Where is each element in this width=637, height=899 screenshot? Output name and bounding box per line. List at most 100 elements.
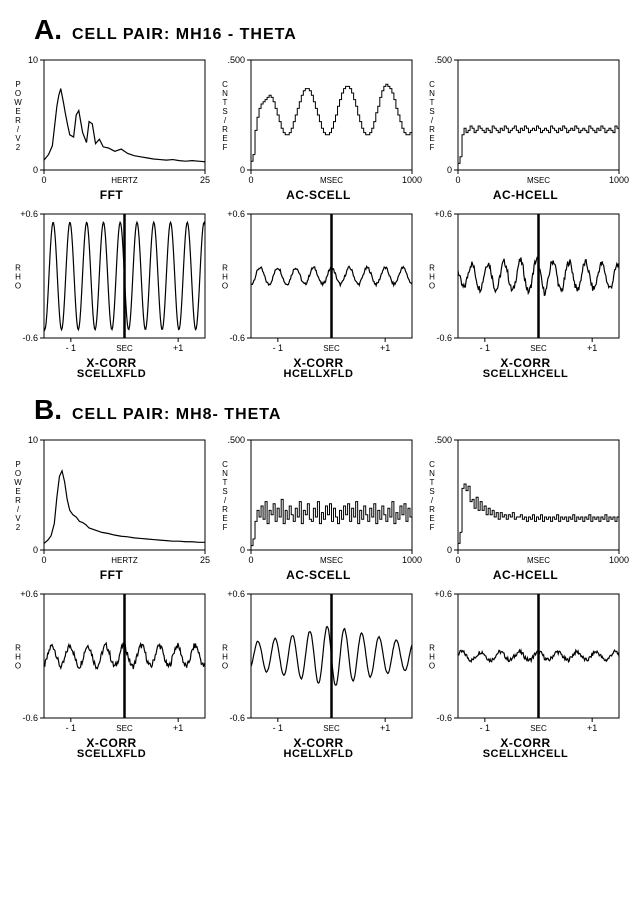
plot-label-line2: SCELLXHCELL <box>426 748 625 760</box>
svg-text:H: H <box>15 653 21 662</box>
svg-text:0: 0 <box>248 175 253 185</box>
svg-text:/: / <box>224 116 227 125</box>
svg-text:.500: .500 <box>434 435 452 445</box>
svg-text:F: F <box>223 523 228 532</box>
svg-text:1000: 1000 <box>609 175 629 185</box>
svg-text:SEC: SEC <box>530 344 547 353</box>
svg-text:+1: +1 <box>587 343 597 353</box>
svg-text:C: C <box>429 80 435 89</box>
svg-text:0: 0 <box>41 555 46 565</box>
svg-text:N: N <box>222 89 228 98</box>
svg-text:R: R <box>429 644 435 653</box>
svg-text:S: S <box>222 107 227 116</box>
svg-text:O: O <box>429 282 435 291</box>
svg-text:- 1: - 1 <box>480 723 491 733</box>
svg-text:25: 25 <box>200 555 210 565</box>
panel-a-title-text: CELL PAIR: MH16 - THETA <box>72 26 297 44</box>
svg-text:N: N <box>429 469 435 478</box>
svg-text:-0.6: -0.6 <box>22 333 38 343</box>
svg-text:R: R <box>222 264 228 273</box>
plot-label-line2: SCELLXFLD <box>12 368 211 380</box>
svg-text:-0.6: -0.6 <box>229 333 245 343</box>
plot-a-ac-scell: 0.50001000MSECCNTS/REFAC-SCELL <box>219 54 418 204</box>
plot-a-xcorr-hcellxfld: -0.6+0.6- 1+1SECRHOX-CORRHCELLXFLD <box>219 208 418 386</box>
plot-a-xcorr-scellxhcell: -0.6+0.6- 1+1SECRHOX-CORRSCELLXHCELL <box>426 208 625 386</box>
svg-text:-0.6: -0.6 <box>22 713 38 723</box>
svg-text:- 1: - 1 <box>273 723 284 733</box>
svg-text:O: O <box>429 662 435 671</box>
svg-text:/: / <box>17 505 20 514</box>
svg-text:1000: 1000 <box>402 555 422 565</box>
svg-text:2: 2 <box>16 523 21 532</box>
svg-text:H: H <box>15 273 21 282</box>
svg-text:R: R <box>222 505 228 514</box>
svg-text:SEC: SEC <box>530 724 547 733</box>
svg-text:- 1: - 1 <box>66 723 77 733</box>
svg-text:.500: .500 <box>227 435 245 445</box>
plot-b-xcorr-hcellxfld: -0.6+0.6- 1+1SECRHOX-CORRHCELLXFLD <box>219 588 418 766</box>
svg-text:SEC: SEC <box>116 344 133 353</box>
svg-text:/: / <box>17 125 20 134</box>
svg-text:0: 0 <box>41 175 46 185</box>
plot-label-line2: SCELLXHCELL <box>426 368 625 380</box>
svg-text:E: E <box>15 487 20 496</box>
plot-b-xcorr-scellxhcell: -0.6+0.6- 1+1SECRHOX-CORRSCELLXHCELL <box>426 588 625 766</box>
svg-text:2: 2 <box>16 143 21 152</box>
svg-text:.500: .500 <box>434 55 452 65</box>
plot-b-ac-hcell: 0.50001000MSECCNTS/REFAC-HCELL <box>426 434 625 584</box>
svg-text:.500: .500 <box>227 55 245 65</box>
plot-b-fft: 010025HERTZPOWER/V2FFT <box>12 434 211 584</box>
svg-text:F: F <box>430 523 435 532</box>
plot-label-line2: HCELLXFLD <box>219 748 418 760</box>
svg-text:0: 0 <box>447 165 452 175</box>
svg-text:P: P <box>15 460 20 469</box>
svg-text:V: V <box>15 514 21 523</box>
figure-root: A. CELL PAIR: MH16 - THETA 0 10 0 25 HERTZ P O… <box>0 0 637 899</box>
svg-text:MSEC: MSEC <box>320 176 343 185</box>
svg-text:S: S <box>429 487 434 496</box>
svg-text:N: N <box>429 89 435 98</box>
svg-text:R: R <box>429 505 435 514</box>
svg-text:10: 10 <box>28 435 38 445</box>
svg-text:MSEC: MSEC <box>320 556 343 565</box>
svg-text:/: / <box>431 496 434 505</box>
svg-text:-0.6: -0.6 <box>229 713 245 723</box>
svg-text:MSEC: MSEC <box>527 176 550 185</box>
svg-text:T: T <box>430 98 435 107</box>
svg-text:0: 0 <box>248 555 253 565</box>
plot-a-fft: 010025HERTZPOWER/V2FFT <box>12 54 211 204</box>
svg-text:F: F <box>223 143 228 152</box>
svg-text:R: R <box>429 125 435 134</box>
svg-text:+0.6: +0.6 <box>227 589 245 599</box>
svg-text:R: R <box>15 644 21 653</box>
svg-text:R: R <box>15 264 21 273</box>
svg-text:+1: +1 <box>587 723 597 733</box>
panel-b-row2: -0.6+0.6- 1+1SECRHOX-CORRSCELLXFLD -0.6+… <box>12 588 625 766</box>
svg-text:0: 0 <box>240 165 245 175</box>
svg-text:MSEC: MSEC <box>527 556 550 565</box>
svg-text:HERTZ: HERTZ <box>111 556 138 565</box>
svg-text:C: C <box>429 460 435 469</box>
svg-text:/: / <box>431 116 434 125</box>
svg-text:25: 25 <box>200 175 210 185</box>
svg-text:+0.6: +0.6 <box>434 589 452 599</box>
svg-text:O: O <box>15 662 21 671</box>
svg-text:C: C <box>222 460 228 469</box>
svg-text:C: C <box>222 80 228 89</box>
svg-text:H: H <box>429 273 435 282</box>
svg-text:S: S <box>429 107 434 116</box>
svg-text:F: F <box>430 143 435 152</box>
svg-text:R: R <box>222 644 228 653</box>
panel-a-title: A. CELL PAIR: MH16 - THETA <box>34 14 625 46</box>
panel-b-row1: 010025HERTZPOWER/V2FFT 0.50001000MSECCNT… <box>12 434 625 584</box>
svg-text:E: E <box>222 134 227 143</box>
svg-text:1000: 1000 <box>609 555 629 565</box>
svg-text:T: T <box>430 478 435 487</box>
plot-label-line2: HCELLXFLD <box>219 368 418 380</box>
svg-text:O: O <box>15 89 21 98</box>
svg-text:E: E <box>429 134 434 143</box>
plot-label: FFT <box>12 188 211 202</box>
plot-label-line2: SCELLXFLD <box>12 748 211 760</box>
svg-text:E: E <box>222 514 227 523</box>
svg-text:V: V <box>15 134 21 143</box>
